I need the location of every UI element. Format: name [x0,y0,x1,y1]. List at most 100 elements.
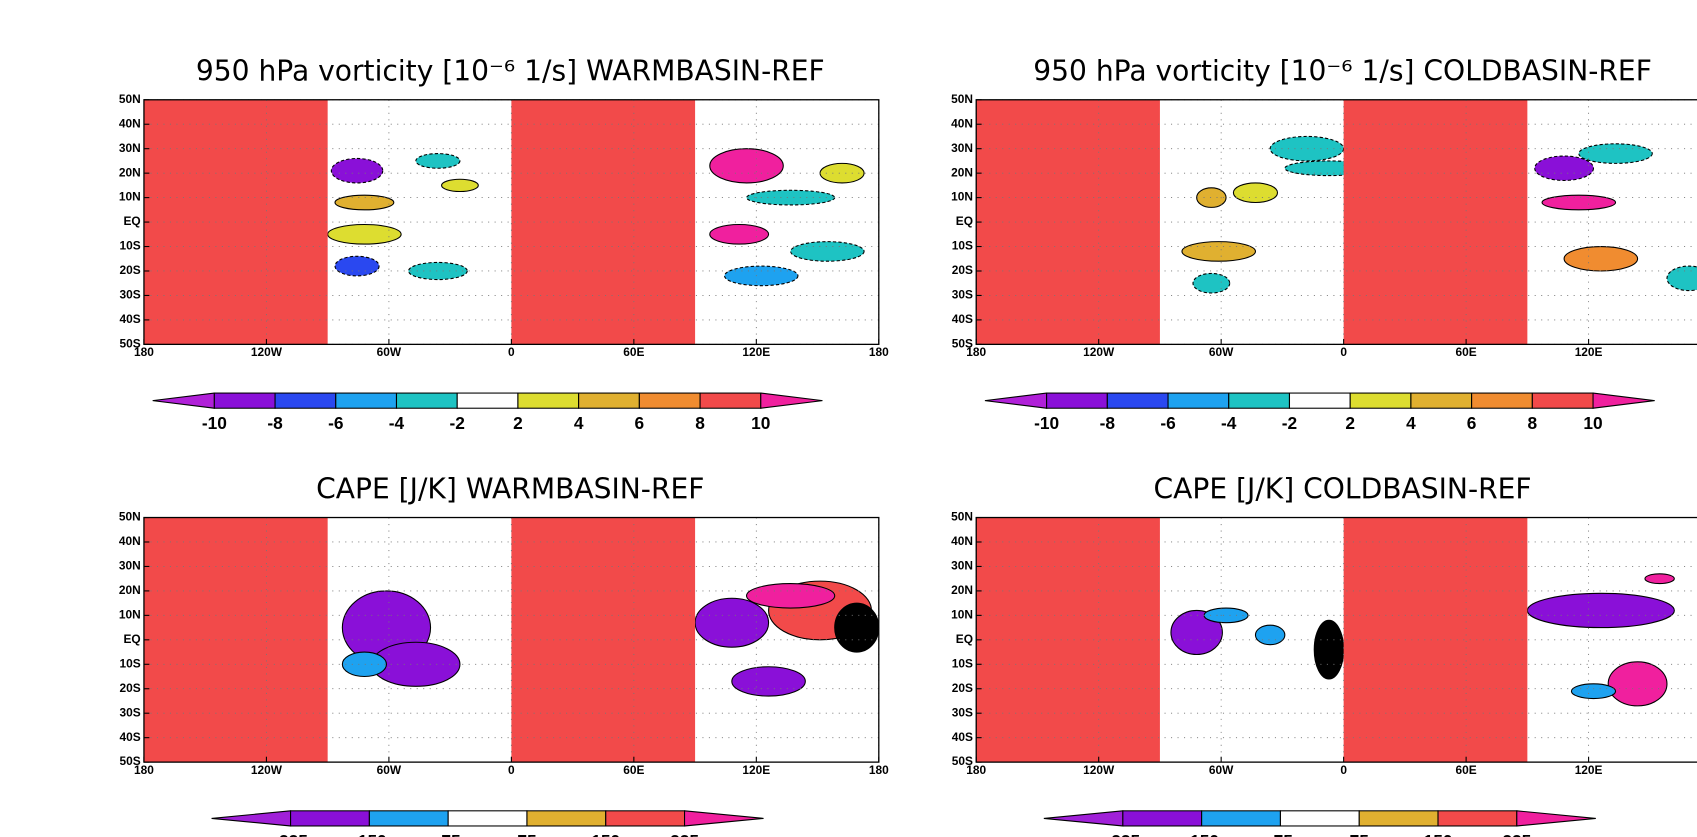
colorbar-label: -4 [1221,413,1237,433]
colorbar-label: 150 [591,831,620,837]
panel-title: 950 hPa vorticity [10⁻⁶ 1/s] WARMBASIN-R… [196,55,825,88]
map-frame [975,516,1697,763]
x-tick-label: 180 [966,345,986,359]
x-tick-label: 180 [869,763,889,777]
colorbar-box [335,392,398,409]
y-tick-label: 20N [119,583,141,597]
colorbar-box [1288,392,1351,409]
colorbar-box [1349,392,1412,409]
colorbar-label: -2 [1282,413,1297,433]
colorbar-label: -8 [267,413,283,433]
y-tick-label: 40S [120,312,141,326]
colorbar-label: 2 [1345,413,1355,433]
contour-region [1196,187,1227,208]
y-tick-label: 40N [951,116,973,130]
y-tick-label: 40N [951,534,973,548]
contour-region [694,597,770,648]
y-tick-label: 10N [951,608,973,622]
x-tick-label: 120W [251,763,283,777]
y-tick-label: EQ [124,214,141,228]
colorbar-box [368,810,449,827]
colorbar-label: 75 [517,831,537,837]
map-frame [975,99,1697,346]
colorbar-box [213,392,276,409]
colorbar-box [395,392,458,409]
x-tick-label: 180 [966,763,986,777]
y-tick-label: 30S [120,288,141,302]
colorbar-box [1279,810,1360,827]
colorbar-box [290,810,370,827]
contour-region [1607,661,1668,707]
colorbar-label: -6 [1160,413,1175,433]
y-tick-label: 50N [119,510,141,524]
colorbar-box [1106,392,1169,409]
contour-region [1534,155,1595,182]
contour-region [415,153,461,169]
panel: CAPE [J/K] WARMBASIN-REF 180 120W 60W 0 60E 12… [119,472,889,837]
y-tick-label: 20S [952,263,973,277]
colorbar-label: -75 [436,831,461,837]
y-tick-label: EQ [956,632,973,646]
contour-region [1541,194,1617,211]
contour-region [709,148,784,184]
colorbar-label: -150 [1184,831,1219,837]
y-tick-label: 10S [120,656,141,670]
colorbar-box [274,392,337,409]
x-tick-label: 180 [869,345,889,359]
y-tick-label: 30N [119,141,141,155]
contour-region [1563,245,1639,272]
contour-region [1578,143,1653,164]
x-tick-label: 120W [1083,763,1115,777]
panel-title: CAPE [J/K] WARMBASIN-REF [316,472,704,505]
colorbar-label: 6 [1467,413,1477,433]
colorbar-label: 4 [574,413,584,433]
y-tick-label: 20S [120,263,141,277]
x-tick-label: 60E [1456,345,1477,359]
contour-region [745,189,836,206]
colorbar-box [1358,810,1439,827]
x-tick-label: 60E [623,763,644,777]
colorbar-box [1437,810,1518,827]
colorbar-label: 225 [1502,831,1531,837]
y-tick-label: 10S [952,239,973,253]
y-tick-label: 40N [119,116,141,130]
masked-region [511,517,696,763]
colorbar-label: -225 [273,831,308,837]
colorbar-box [1122,810,1203,827]
contour-region [1644,573,1675,585]
colorbar-label: 6 [635,413,645,433]
colorbar-label: -75 [1268,831,1293,837]
y-tick-label: 50S [952,337,973,351]
colorbar-box [605,810,686,827]
masked-region [511,99,696,345]
y-tick-label: 20S [952,681,973,695]
contour-region [1269,135,1345,162]
x-tick-label: 180 [134,345,154,359]
colorbar-over [683,810,764,827]
x-tick-label: 0 [508,763,515,777]
colorbar-over [1592,392,1655,409]
contour-region [334,255,380,277]
masked-region [1343,517,1528,763]
colorbar-under [211,810,292,827]
colorbar-label: 10 [1583,413,1602,433]
y-tick-label: 10N [951,190,973,204]
y-tick-label: 30S [952,705,973,719]
colorbar-box [1471,392,1533,409]
colorbar: -225 -150 -75 75 150 225 [211,810,764,837]
y-tick-label: 10S [120,239,141,253]
masked-region [1343,99,1528,345]
colorbar-box [638,392,701,409]
contour-region [330,157,384,184]
x-tick-label: 180 [134,763,154,777]
contour-region [341,651,387,678]
contour-region [834,602,879,653]
panel: 950 hPa vorticity [10⁻⁶ 1/s] COLDBASIN-R… [951,55,1697,433]
colorbar-box [1531,392,1594,409]
colorbar-label: 10 [751,413,770,433]
x-tick-label: 0 [1340,345,1347,359]
colorbar-box [1046,392,1108,409]
panel-title: 950 hPa vorticity [10⁻⁶ 1/s] COLDBASIN-R… [1033,55,1652,88]
x-tick-label: 120E [1575,763,1603,777]
x-tick-label: 60E [623,345,644,359]
